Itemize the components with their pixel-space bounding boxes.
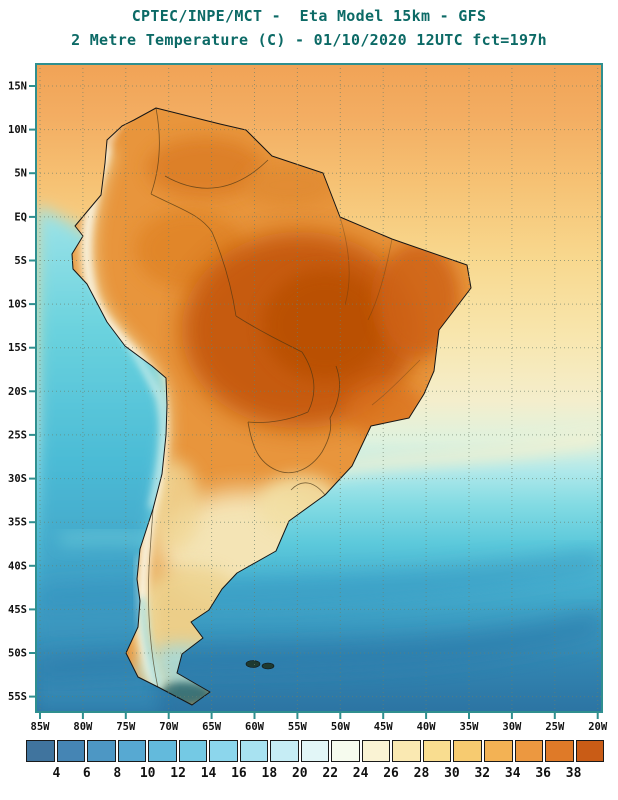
lat-label: 40S (8, 560, 27, 572)
latitude-axis: 15N 10N 5N EQ 5S 10S 15S 20S 25S 30S 35S… (8, 81, 27, 704)
lat-label: EQ (14, 211, 27, 223)
colorbar-tick-label: 26 (383, 766, 399, 781)
lon-label: 80W (73, 721, 93, 733)
colorbar-cell (453, 740, 482, 762)
colorbar-tick-label: 18 (261, 766, 278, 781)
lon-label: 75W (116, 721, 136, 733)
colorbar-tick-label: 38 (565, 766, 582, 781)
colorbar-cell (300, 740, 330, 762)
colorbar-tick-label: 8 (113, 766, 122, 781)
lat-label: 10N (8, 124, 27, 136)
colorbar-cell (117, 740, 147, 762)
land-temperature-field (78, 108, 460, 705)
lat-label: 25S (8, 429, 27, 441)
lon-label: 60W (245, 721, 265, 733)
lon-label: 25W (545, 721, 565, 733)
lat-label: 35S (8, 517, 27, 529)
colorbar-tick-label: 6 (82, 766, 91, 781)
colorbar-tick-label: 32 (474, 766, 491, 781)
colorbar-cell (178, 740, 208, 762)
lon-label: 35W (460, 721, 480, 733)
colorbar-tick-label: 12 (170, 766, 186, 781)
colorbar-cell (575, 740, 605, 762)
colorbar-tick-label: 4 (52, 766, 61, 781)
colorbar-cell (87, 740, 116, 762)
colorbar-cell (514, 740, 544, 762)
colorbar-cell (545, 740, 574, 762)
temperature-colorbar: 4 6 8 10 12 14 16 18 20 22 24 26 28 30 3… (26, 740, 605, 792)
map-title-line1: CPTEC/INPE/MCT - Eta Model 15km - GFS (131, 7, 487, 25)
map-title-line2: 2 Metre Temperature (C) - 01/10/2020 12U… (71, 31, 547, 49)
lon-label: 45W (374, 721, 394, 733)
lon-label: 70W (159, 721, 179, 733)
falkland-islands-west (245, 660, 261, 668)
colorbar-cell (26, 740, 55, 762)
colorbar-cell (270, 740, 299, 762)
colorbar-tick-label: 36 (535, 766, 551, 781)
lon-label: 55W (288, 721, 308, 733)
lat-label: 50S (8, 648, 27, 660)
colorbar-cell (392, 740, 421, 762)
lat-label: 10S (8, 299, 27, 311)
lat-label: 15N (8, 81, 27, 93)
colorbar-tick-label: 34 (504, 766, 521, 781)
lat-label: 20S (8, 386, 27, 398)
colorbar-cell (209, 740, 238, 762)
colorbar-tick-label: 14 (200, 766, 217, 781)
colorbar-tick-label: 24 (352, 766, 369, 781)
colorbar-labels: 4 6 8 10 12 14 16 18 20 22 24 26 28 30 3… (26, 766, 604, 786)
colorbar-cell (148, 740, 177, 762)
temperature-map: 15N 10N 5N EQ 5S 10S 15S 20S 25S 30S 35S… (8, 63, 608, 733)
lat-label: 15S (8, 342, 27, 354)
colorbar-cell (422, 740, 452, 762)
southern-ocean-band-1 (36, 552, 602, 608)
colorbar-cell (331, 740, 360, 762)
lon-label: 40W (417, 721, 437, 733)
colorbar-tick-label: 16 (231, 766, 247, 781)
lat-label: 5N (14, 168, 27, 180)
longitude-axis: 85W 80W 75W 70W 65W 60W 55W 50W 45W 40W … (31, 721, 608, 733)
lon-label: 20W (588, 721, 608, 733)
falkland-islands-east (261, 662, 275, 670)
lat-label: 5S (14, 255, 27, 267)
axis-ticks (29, 85, 599, 719)
lon-label: 85W (31, 721, 51, 733)
colorbar-cells (26, 740, 605, 762)
lon-label: 50W (331, 721, 351, 733)
colorbar-tick-label: 22 (322, 766, 339, 781)
colorbar-tick-label: 30 (444, 766, 460, 781)
lon-label: 30W (502, 721, 522, 733)
map-plot-area (36, 64, 602, 712)
lat-label: 30S (8, 473, 27, 485)
southern-ocean-band-2 (36, 613, 602, 677)
colorbar-cell (56, 740, 86, 762)
colorbar-tick-label: 28 (413, 766, 430, 781)
lat-label: 55S (8, 691, 27, 703)
lat-label: 45S (8, 604, 27, 616)
colorbar-cell (239, 740, 269, 762)
latlon-grid (36, 64, 602, 712)
colorbar-cell (361, 740, 391, 762)
colorbar-tick-label: 20 (291, 766, 308, 781)
map-frame (35, 63, 603, 713)
lon-label: 65W (202, 721, 222, 733)
colorbar-tick-label: 10 (139, 766, 156, 781)
colorbar-cell (483, 740, 513, 762)
